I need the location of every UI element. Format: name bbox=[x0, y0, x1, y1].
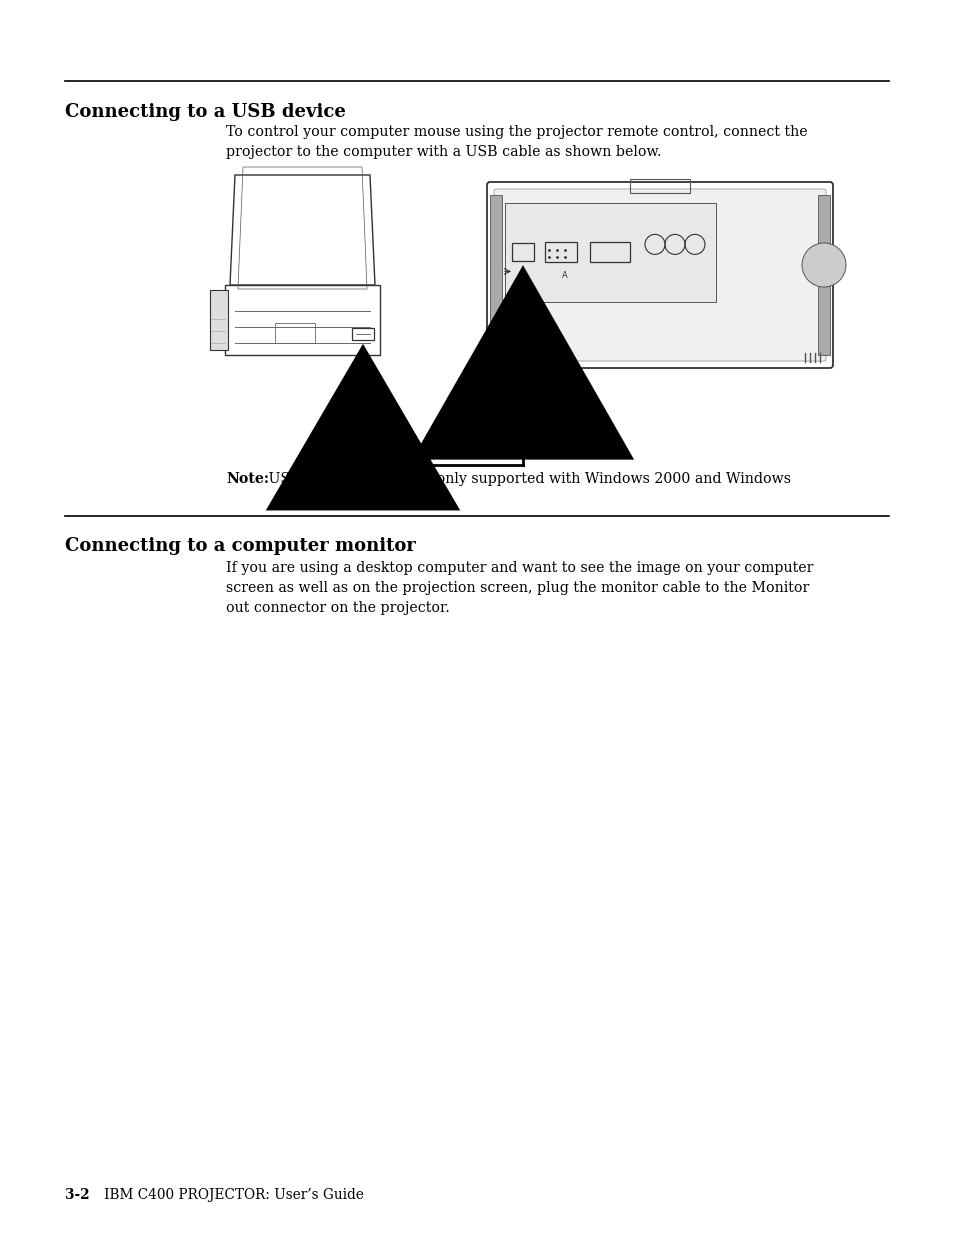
Text: Connecting to a computer monitor: Connecting to a computer monitor bbox=[65, 537, 416, 556]
Bar bbox=[512, 242, 534, 261]
Bar bbox=[352, 329, 374, 340]
FancyBboxPatch shape bbox=[494, 189, 825, 361]
Text: Connecting to a USB device: Connecting to a USB device bbox=[65, 103, 345, 121]
Text: A: A bbox=[561, 270, 567, 279]
Bar bbox=[629, 179, 689, 193]
Bar bbox=[517, 437, 529, 453]
Bar bbox=[274, 324, 314, 343]
Text: USB mouse function is only supported with Windows 2000 and Windows
       XP.: USB mouse function is only supported wit… bbox=[264, 472, 790, 506]
Bar bbox=[589, 242, 629, 262]
Text: Note:: Note: bbox=[226, 472, 269, 485]
Bar bbox=[544, 242, 577, 262]
Bar bbox=[225, 285, 379, 354]
Text: IBM C400 PROJECTOR: User’s Guide: IBM C400 PROJECTOR: User’s Guide bbox=[91, 1188, 363, 1202]
Circle shape bbox=[801, 243, 845, 287]
Text: To control your computer mouse using the projector remote control, connect the
p: To control your computer mouse using the… bbox=[226, 125, 807, 159]
Bar bbox=[210, 290, 228, 350]
Text: 3-2: 3-2 bbox=[65, 1188, 90, 1202]
Bar bbox=[817, 195, 829, 354]
Bar bbox=[504, 203, 715, 303]
Bar bbox=[490, 195, 501, 354]
Bar bbox=[356, 427, 369, 443]
Text: If you are using a desktop computer and want to see the image on your computer
s: If you are using a desktop computer and … bbox=[226, 561, 813, 615]
